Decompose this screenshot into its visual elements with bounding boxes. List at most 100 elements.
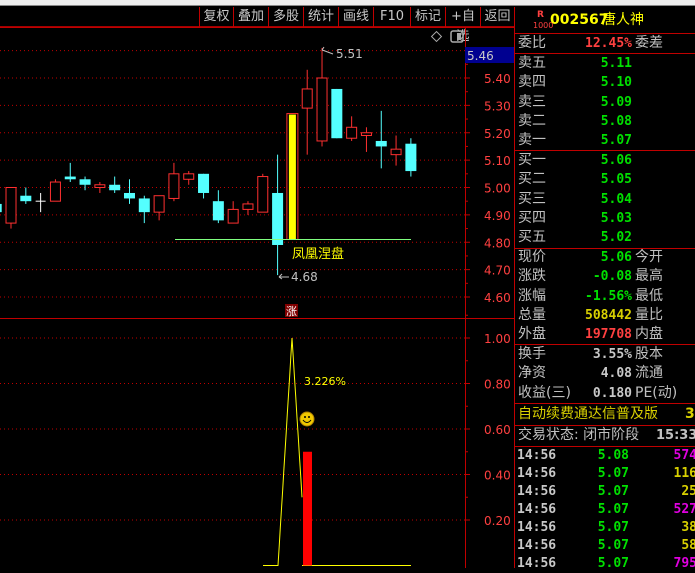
indicator-axis-label: 0.60 [484, 423, 511, 437]
candle-body [212, 201, 224, 221]
weibi-value: 12.45% [585, 36, 632, 51]
finance-row-value: 3.55% [592, 347, 632, 362]
candlestick [257, 173, 269, 213]
bid-row: 买四 5.03 [516, 209, 695, 228]
candlestick [242, 201, 254, 215]
finance-row-label2: 股本 [635, 346, 663, 362]
candle-body [94, 184, 106, 188]
window-top-strip [0, 0, 695, 6]
mark-button[interactable]: 标记 [410, 7, 445, 27]
price-axis-label: 4.80 [484, 236, 511, 250]
candlestick [49, 179, 61, 202]
ask-row-value: 5.07 [600, 133, 632, 149]
candle-body [405, 143, 417, 172]
candle-body [123, 192, 135, 199]
bid-row: 买五 5.02 [516, 228, 695, 247]
bid-row-label: 买一 [518, 152, 546, 168]
quote-row-value: -1.56% [585, 288, 632, 304]
ask-row-value: 5.09 [600, 94, 632, 110]
candlestick [168, 162, 180, 202]
add-watchlist-button[interactable]: +自选 [445, 7, 480, 44]
tick-price: 5.07 [597, 538, 629, 553]
candle-body [49, 181, 61, 202]
f10-button[interactable]: F10 [373, 7, 410, 27]
finance-row-label: 收益(三) [518, 384, 571, 401]
finance-row: 换手 3.55% 股本 [516, 345, 695, 364]
tick-row: 14:56 5.07 25 [516, 483, 695, 501]
low-marker-label: 4.68 [291, 270, 318, 284]
indicator-badge[interactable] [285, 304, 298, 317]
indicator-axis-label: 0.40 [484, 469, 511, 483]
indicator-axis-label: 1.00 [484, 332, 511, 346]
trade-status-label: 交易状态: 闭市阶段 [518, 427, 640, 443]
promo-tail: 30 [685, 406, 695, 422]
bid-row: 买一 5.06 [516, 151, 695, 170]
candle-body [20, 195, 32, 202]
indicator-value-label: 3.226% [304, 375, 346, 388]
candlestick [109, 176, 121, 193]
candlestick [183, 171, 195, 185]
price-axis-label: 5.10 [484, 154, 511, 168]
trade-status-time: 15:33 [656, 428, 695, 443]
tick-volume: 574 [673, 448, 695, 463]
bid-row: 买二 5.05 [516, 170, 695, 189]
ask-row-label: 卖五 [518, 55, 546, 71]
candle-body [79, 179, 91, 185]
finance-row-value: 0.180 [592, 385, 632, 401]
statistics-button[interactable]: 统计 [303, 7, 338, 27]
back-button[interactable]: 返回 [480, 7, 514, 27]
tick-volume: 58 [681, 538, 695, 553]
tick-time: 14:56 [517, 556, 557, 571]
current-price-box [465, 47, 515, 63]
quote-row-label: 总量 [518, 306, 546, 323]
finance-row-label2: 流通 [635, 365, 663, 382]
quote-row-label2: 最高 [635, 268, 663, 285]
candle-body [138, 198, 150, 213]
bid-row-value: 5.04 [600, 191, 632, 207]
panel-toggle-icon[interactable] [450, 30, 464, 43]
quote-row: 现价 5.06 今开 [516, 248, 695, 267]
price-axis-label: 4.90 [484, 209, 511, 223]
quote-row-value: 508442 [585, 307, 632, 323]
finance-row-label: 换手 [518, 346, 546, 362]
candle-body [375, 140, 387, 147]
stock-name: 唐人神 [602, 12, 644, 28]
current-price-label: 5.46 [467, 49, 494, 63]
quote-row: 涨幅 -1.56% 最低 [516, 287, 695, 306]
promo-text: 自动续费通达信普及版 [518, 406, 658, 422]
candlestick [0, 203, 2, 213]
quote-row-label: 涨幅 [518, 287, 546, 304]
tick-price: 5.07 [597, 502, 629, 517]
bid-row-value: 5.06 [600, 153, 632, 168]
candle-body [360, 132, 372, 136]
bid-row: 买三 5.04 [516, 190, 695, 209]
tick-row: 14:56 5.07 58 [516, 537, 695, 555]
candlestick [405, 138, 417, 177]
candlestick [272, 154, 284, 276]
bid-row-label: 买五 [518, 229, 546, 246]
candle-body [5, 187, 17, 224]
candlestick [390, 135, 402, 166]
diamond-icon[interactable] [430, 30, 443, 43]
overlay-button[interactable]: 叠加 [233, 7, 268, 27]
draw-line-button[interactable]: 画线 [338, 7, 373, 27]
promo-banner[interactable]: 自动续费通达信普及版 30 [516, 405, 695, 424]
trade-status-row: 交易状态: 闭市阶段 15:33 [516, 426, 695, 445]
candlestick [316, 47, 328, 147]
restore-rights-button[interactable]: 复权 [199, 7, 233, 27]
ask-row-value: 5.08 [600, 113, 632, 129]
indicator-axis-label: 0.20 [484, 514, 511, 528]
ask-row: 卖四 5.10 [516, 73, 695, 92]
ask-row-label: 卖三 [518, 93, 546, 110]
multi-stock-button[interactable]: 多股 [268, 7, 303, 27]
weicha-label: 委差 [635, 35, 663, 51]
tick-volume: 795 [673, 556, 695, 571]
tick-price: 5.07 [597, 484, 629, 499]
candlestick [360, 127, 372, 152]
kline-chart[interactable]: 5.40 5.30 5.20 5.10 5.00 4.90 4.80 4.70 4.60 1.00… [0, 0, 515, 568]
tick-time: 14:56 [517, 520, 557, 535]
price-axis-label: 5.20 [484, 127, 511, 141]
quote-row: 总量 508442 量比 [516, 306, 695, 325]
tick-row: 14:56 5.07 795 [516, 555, 695, 573]
tick-price: 5.07 [597, 520, 629, 535]
